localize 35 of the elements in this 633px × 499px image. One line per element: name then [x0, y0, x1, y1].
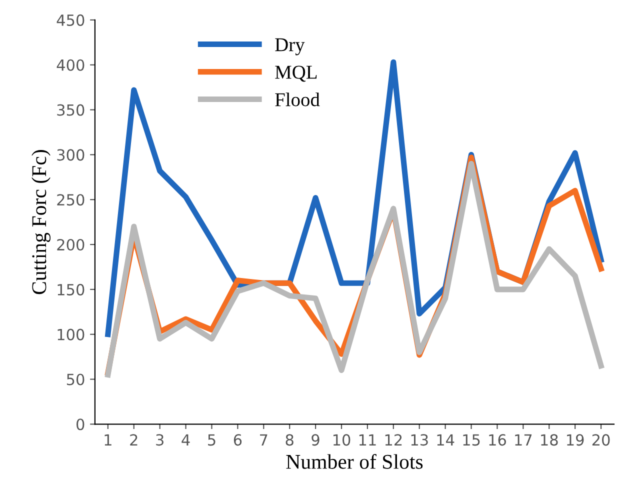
x-tick-label: 14 — [437, 434, 454, 446]
x-tick-label: 4 — [182, 434, 190, 446]
x-tick-label: 1 — [104, 434, 112, 446]
y-tick-label: 350 — [57, 104, 84, 116]
x-tick-label: 18 — [541, 434, 558, 446]
x-tick-label: 10 — [333, 434, 350, 446]
x-tick-label: 11 — [359, 434, 376, 446]
x-tick-label: 3 — [156, 434, 164, 446]
y-tick-label: 250 — [57, 194, 84, 206]
y-axis-title: Cutting Forc (Fc) — [32, 150, 51, 294]
x-tick-label: 9 — [312, 434, 320, 446]
x-tick-label: 2 — [130, 434, 138, 446]
legend-label: Dry — [275, 38, 305, 56]
x-tick-label: 15 — [463, 434, 480, 446]
y-tick-label: 100 — [58, 328, 84, 340]
x-tick-label: 17 — [515, 434, 532, 446]
x-tick-label: 8 — [286, 434, 294, 446]
x-tick-label: 19 — [567, 434, 584, 446]
y-tick-label: 450 — [56, 14, 84, 26]
x-tick-label: 12 — [385, 434, 402, 446]
x-tick-label: 5 — [208, 434, 216, 446]
x-tick-label: 20 — [592, 434, 610, 446]
y-tick-label: 50 — [66, 374, 84, 386]
x-tick-label: 13 — [411, 434, 428, 446]
legend-label: Flood — [275, 92, 320, 106]
legend-label: MQL — [275, 66, 317, 82]
y-tick-label: 0 — [76, 418, 84, 430]
y-tick-label: 300 — [57, 149, 84, 161]
x-tick-label: 16 — [489, 434, 506, 446]
x-tick-label: 7 — [260, 434, 268, 446]
y-tick-label: 200 — [57, 238, 84, 251]
y-tick-label: 150 — [58, 284, 84, 296]
y-tick-label: 400 — [56, 59, 84, 71]
x-axis-title: Number of Slots — [286, 454, 423, 469]
x-tick-label: 6 — [234, 434, 242, 446]
